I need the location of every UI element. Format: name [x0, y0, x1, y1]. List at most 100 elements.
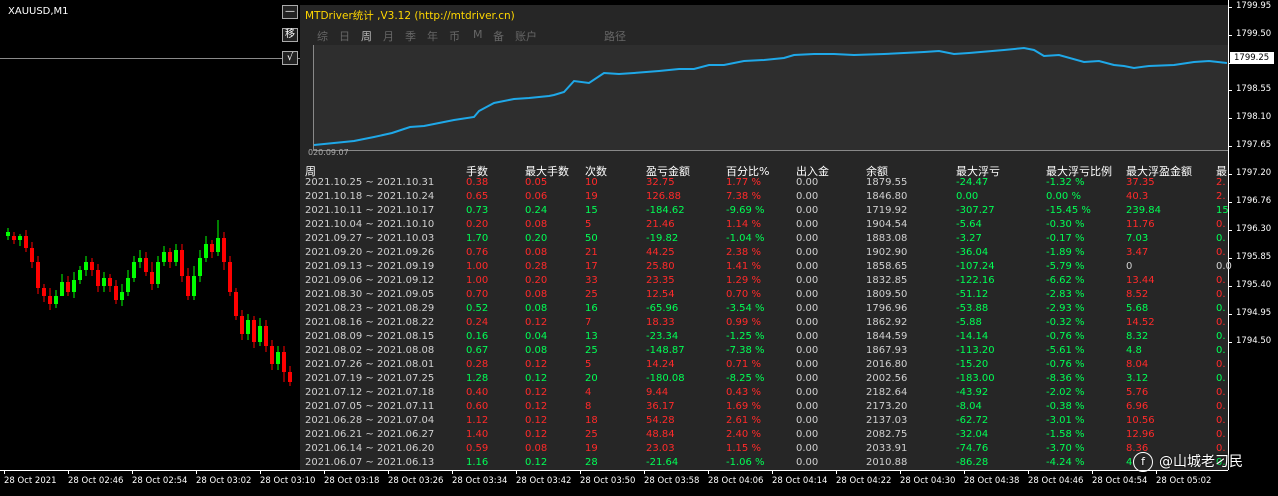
- candle-body: [234, 292, 238, 316]
- table-cell: -0.76 %: [1046, 359, 1085, 370]
- tab-10[interactable]: 路径: [604, 30, 626, 43]
- table-cell: -1.06 %: [726, 457, 765, 468]
- table-cell: 0.00: [796, 415, 819, 426]
- table-cell: 2021.07.12 ~ 2021.07.18: [305, 387, 435, 398]
- move-button[interactable]: 移: [282, 28, 298, 42]
- table-cell: 2021.09.06 ~ 2021.09.12: [305, 275, 435, 286]
- candle-body: [180, 250, 184, 276]
- table-cell: 2021.06.21 ~ 2021.06.27: [305, 429, 435, 440]
- candle-body: [156, 262, 160, 284]
- table-cell: 0.99 %: [726, 317, 761, 328]
- price-label: 1799.95: [1236, 1, 1272, 11]
- time-label: 28 Oct 2021: [4, 476, 57, 486]
- table-cell: -23.34: [646, 331, 679, 342]
- table-cell: 0.12: [525, 401, 548, 412]
- table-cell: 0.: [1216, 247, 1226, 258]
- candle-body: [78, 270, 82, 280]
- table-cell: 0.: [1216, 401, 1226, 412]
- table-header: 周: [305, 165, 316, 178]
- time-tick: [772, 470, 773, 474]
- table-cell: -5.64: [956, 219, 982, 230]
- table-cell: 21.46: [646, 219, 675, 230]
- time-label: 28 Oct 02:46: [68, 476, 124, 486]
- table-cell: -62.72: [956, 415, 989, 426]
- table-cell: 9.44: [646, 387, 669, 398]
- tab-9[interactable]: 账户: [515, 30, 537, 43]
- table-cell: 0.: [1216, 233, 1226, 244]
- price-axis[interactable]: [1228, 0, 1278, 470]
- time-axis[interactable]: [0, 470, 1228, 496]
- table-cell: 0.00: [796, 345, 819, 356]
- tab-1[interactable]: 日: [339, 30, 350, 43]
- table-cell: 0.00: [796, 303, 819, 314]
- time-tick: [516, 470, 517, 474]
- time-label: 28 Oct 04:46: [1028, 476, 1084, 486]
- tab-7[interactable]: M: [473, 28, 483, 41]
- tab-8[interactable]: 备: [493, 30, 504, 43]
- table-cell: 1867.93: [866, 345, 908, 356]
- table-cell: 14.52: [1126, 317, 1155, 328]
- table-cell: 0.: [1216, 359, 1226, 370]
- table-cell: 0.00: [796, 219, 819, 230]
- minimize-button[interactable]: —: [282, 5, 298, 19]
- table-header: 手数: [466, 165, 488, 178]
- table-cell: 1809.50: [866, 289, 908, 300]
- candle-body: [222, 238, 226, 262]
- table-cell: 0.12: [525, 373, 548, 384]
- table-cell: 5.68: [1126, 303, 1149, 314]
- table-cell: 12.96: [1126, 429, 1155, 440]
- time-label: 28 Oct 03:26: [388, 476, 444, 486]
- time-tick: [68, 470, 69, 474]
- tab-2[interactable]: 周: [361, 30, 372, 43]
- check-button[interactable]: √: [282, 51, 298, 65]
- table-cell: 1.00: [466, 275, 489, 286]
- table-cell: 0.08: [525, 289, 548, 300]
- table-cell: 0.00: [796, 331, 819, 342]
- tab-5[interactable]: 年: [427, 30, 438, 43]
- table-cell: -1.04 %: [726, 233, 765, 244]
- table-cell: 13: [585, 331, 598, 342]
- time-label: 28 Oct 03:58: [644, 476, 700, 486]
- table-cell: 2021.09.20 ~ 2021.09.26: [305, 247, 435, 258]
- table-cell: 11.76: [1126, 219, 1155, 230]
- time-label: 28 Oct 03:34: [452, 476, 508, 486]
- table-cell: 0.12: [525, 415, 548, 426]
- table-cell: 2.38 %: [726, 247, 761, 258]
- tab-6[interactable]: 币: [449, 30, 460, 43]
- table-cell: 17: [585, 261, 598, 272]
- table-cell: 1846.80: [866, 191, 908, 202]
- table-header: 次数: [585, 165, 607, 178]
- tab-4[interactable]: 季: [405, 30, 416, 43]
- table-cell: 0.0: [1216, 261, 1232, 272]
- time-tick: [836, 470, 837, 474]
- table-cell: 0.: [1216, 345, 1226, 356]
- candle-body: [210, 244, 214, 252]
- table-cell: 2021.07.19 ~ 2021.07.25: [305, 373, 435, 384]
- table-cell: 239.84: [1126, 205, 1161, 216]
- tab-3[interactable]: 月: [383, 30, 394, 43]
- table-cell: 0.: [1216, 429, 1226, 440]
- candle-body: [12, 236, 16, 240]
- price-label: 1798.55: [1236, 84, 1272, 94]
- table-header: 最大手数: [525, 165, 569, 178]
- table-cell: 0.00: [796, 387, 819, 398]
- candle-body: [282, 352, 286, 372]
- table-cell: 0.: [1216, 289, 1226, 300]
- time-tick: [4, 470, 5, 474]
- candle-body: [18, 236, 22, 240]
- price-label: 1796.30: [1236, 224, 1272, 234]
- table-cell: 2021.06.07 ~ 2021.06.13: [305, 457, 435, 468]
- tab-0[interactable]: 综: [317, 30, 328, 43]
- table-cell: 8.32: [1126, 331, 1149, 342]
- time-label: 28 Oct 03:50: [580, 476, 636, 486]
- price-label: 1798.10: [1236, 112, 1272, 122]
- table-cell: -6.62 %: [1046, 275, 1085, 286]
- time-label: 28 Oct 05:02: [1156, 476, 1212, 486]
- table-cell: 0.59: [466, 443, 489, 454]
- candle-body: [42, 288, 46, 296]
- table-cell: 0.08: [525, 219, 548, 230]
- table-cell: -1.25 %: [726, 331, 765, 342]
- price-label: 1796.76: [1236, 196, 1272, 206]
- time-label: 28 Oct 03:10: [260, 476, 316, 486]
- table-cell: 0.20: [466, 219, 489, 230]
